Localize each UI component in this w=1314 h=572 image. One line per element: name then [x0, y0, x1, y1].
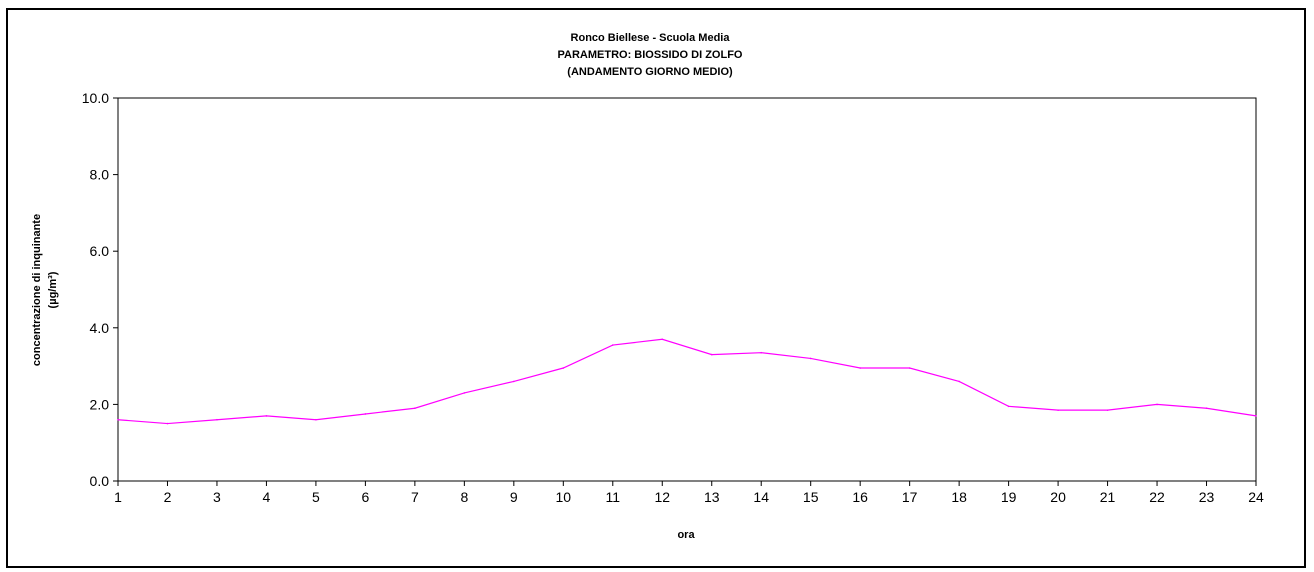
- x-tick-label: 12: [654, 489, 670, 505]
- data-point: [513, 380, 515, 383]
- x-tick-label: 13: [704, 489, 720, 505]
- plot-border: [117, 97, 1257, 482]
- x-tick-label: 6: [361, 489, 369, 505]
- plot-area: 0.02.04.06.08.010.01 2 3 4 5 6 7 8 9 10 11 12 13 14 15…: [82, 90, 1264, 505]
- data-point: [710, 353, 713, 356]
- data-point: [265, 415, 268, 417]
- y-tick-label: 4.0: [90, 320, 110, 336]
- data-point: [364, 413, 367, 415]
- x-tick-label: 21: [1100, 489, 1116, 505]
- data-point: [166, 422, 169, 425]
- data-point: [315, 418, 317, 421]
- y-axis-title-line-1: concentrazione di inquinante: [31, 214, 43, 366]
- data-point: [1205, 407, 1208, 410]
- data-point: [760, 351, 763, 354]
- x-tick-label: 4: [263, 489, 271, 505]
- x-tick-label: 3: [213, 489, 221, 505]
- data-point: [859, 367, 861, 369]
- y-tick-label: 8.0: [90, 167, 110, 183]
- y-tick-label: 0.0: [90, 473, 110, 489]
- data-point: [958, 380, 960, 383]
- x-tick-label: 2: [164, 489, 172, 505]
- data-point: [611, 344, 614, 346]
- y-axis-title: concentrazione di inquinante (µg/m³): [31, 214, 59, 366]
- data-point: [1057, 409, 1059, 411]
- x-tick-label: 20: [1050, 489, 1066, 505]
- x-tick-label: 11: [606, 489, 621, 505]
- x-tick-label: 7: [411, 489, 419, 505]
- data-point: [562, 367, 565, 369]
- x-tick-label: 16: [852, 489, 868, 505]
- data-point: [1106, 409, 1109, 411]
- data-point: [463, 392, 466, 394]
- x-tick-label: 14: [753, 489, 769, 505]
- data-point: [661, 338, 664, 341]
- x-tick-label: 23: [1199, 489, 1215, 505]
- y-tick-label: 10.0: [82, 90, 109, 106]
- x-tick-label: 10: [556, 489, 572, 505]
- x-axis-title: ora: [677, 529, 695, 541]
- chart-title-line-2: PARAMETRO: BIOSSIDO DI ZOLFO: [558, 49, 743, 61]
- x-tick-label: 15: [803, 489, 819, 505]
- x-tick-label: 5: [312, 489, 320, 505]
- data-point: [1156, 403, 1158, 406]
- y-axis-title-line-2: (µg/m³): [47, 271, 59, 308]
- chart-frame: [6, 8, 1306, 568]
- x-tick-label: 22: [1149, 489, 1165, 505]
- series-line-0: [117, 338, 1257, 425]
- data-point: [1255, 415, 1257, 417]
- data-point: [908, 367, 911, 369]
- data-point: [117, 418, 119, 421]
- x-tick-label: 8: [460, 489, 468, 505]
- data-point: [1007, 405, 1010, 408]
- x-tick-label: 9: [510, 489, 518, 505]
- y-tick-label: 2.0: [90, 396, 110, 412]
- data-point: [414, 407, 416, 410]
- chart-title-line-1: Ronco Biellese - Scuola Media: [571, 32, 731, 44]
- x-tick-label: 18: [951, 489, 967, 505]
- x-tick-label: 19: [1001, 489, 1017, 505]
- chart-title-line-3: (ANDAMENTO GIORNO MEDIO): [567, 66, 733, 78]
- x-tick-label: 24: [1248, 489, 1264, 505]
- data-point: [809, 357, 812, 360]
- data-point: [216, 418, 218, 421]
- x-tick-label: 1: [114, 489, 122, 505]
- y-tick-label: 6.0: [90, 243, 110, 259]
- x-tick-label: 17: [902, 489, 918, 505]
